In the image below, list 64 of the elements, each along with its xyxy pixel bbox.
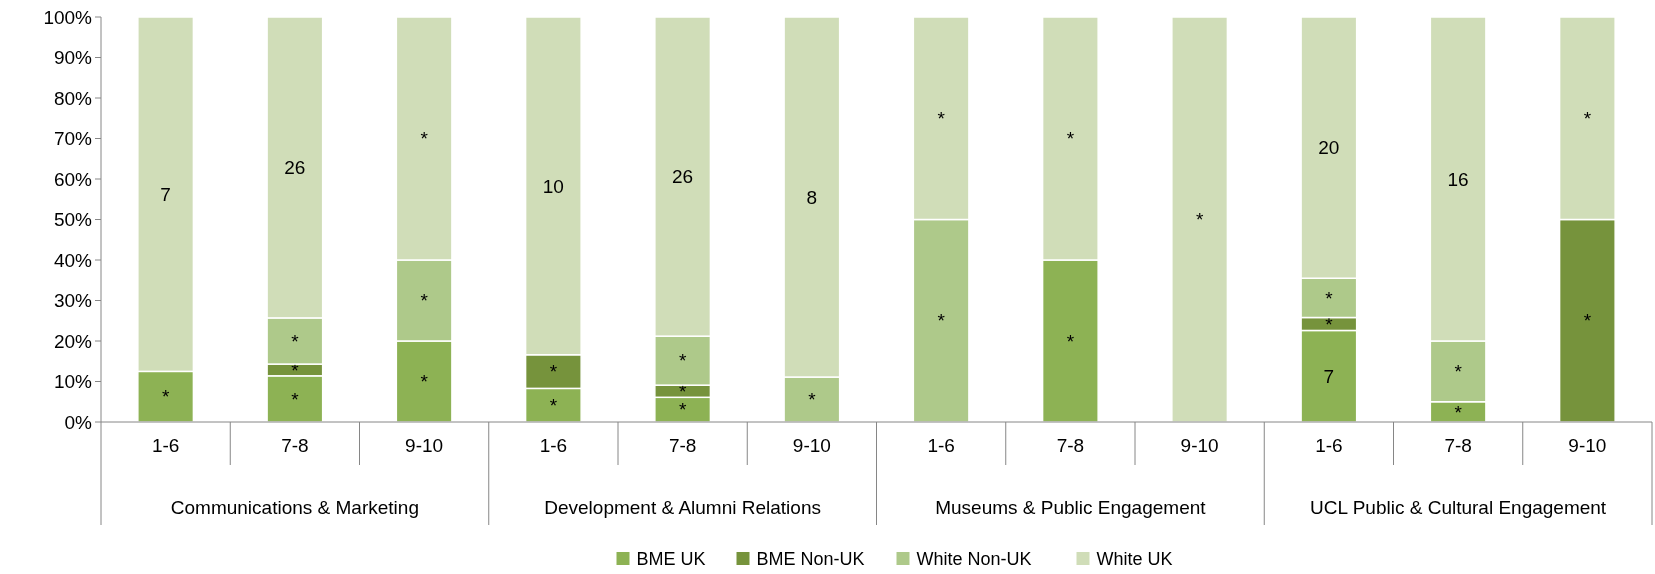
data-label: *: [1325, 287, 1334, 309]
annotation: 20: [1318, 137, 1340, 159]
text: Communications & Marketing: [170, 497, 419, 518]
annotation: 7: [1323, 365, 1335, 387]
y-tick-label: 30%: [53, 290, 93, 312]
data-label: *: [937, 310, 946, 332]
y-tick-label: 20%: [53, 330, 93, 352]
data-label: *: [678, 350, 687, 372]
x-tick-label: 9-10: [792, 435, 831, 456]
text: UCL Public & Cultural Engagement: [1310, 497, 1607, 518]
data-label: *: [1583, 310, 1592, 332]
data-label: *: [549, 361, 558, 383]
x-tick-label: 9-10: [1180, 435, 1219, 456]
y-tick-label: 0%: [64, 411, 93, 433]
data-label: *: [291, 330, 300, 352]
legend-label: White Non-UK: [916, 549, 1032, 570]
data-label: *: [678, 380, 687, 402]
x-tick-label: 1-6: [927, 435, 955, 456]
data-label: *: [1325, 313, 1334, 335]
x-tick-label: 1-6: [1315, 435, 1343, 456]
data-label: *: [161, 386, 170, 408]
data-label: *: [420, 128, 429, 150]
y-tick-label: 50%: [53, 209, 93, 231]
legend-label: BME Non-UK: [756, 549, 865, 570]
data-label: *: [420, 371, 429, 393]
data-label: *: [1066, 128, 1075, 150]
y-tick-label: 60%: [53, 168, 93, 190]
annotation: 16: [1447, 168, 1469, 190]
data-label: *: [678, 399, 687, 421]
data-label: *: [1454, 401, 1463, 423]
annotation: 26: [672, 166, 694, 188]
legend-label: BME UK: [636, 549, 706, 570]
x-tick-label: 9-10: [1568, 435, 1607, 456]
legend-label: White UK: [1096, 549, 1173, 570]
y-tick-label: 100%: [43, 6, 93, 28]
data-label: *: [420, 290, 429, 312]
text: Museums & Public Engagement: [935, 497, 1207, 518]
data-label: *: [808, 389, 817, 411]
x-tick-label: 1-6: [151, 435, 180, 456]
x-tick-label: 7-8: [1056, 435, 1085, 456]
x-tick-label: 9-10: [405, 435, 444, 456]
data-label: *: [1583, 107, 1592, 129]
data-label: *: [549, 394, 558, 416]
y-tick-label: 70%: [53, 128, 93, 150]
y-tick-label: 10%: [53, 371, 93, 393]
annotation: 10: [542, 175, 564, 197]
data-label: *: [291, 359, 300, 381]
x-tick-label: 7-8: [668, 435, 697, 456]
x-tick-label: 1-6: [539, 435, 568, 456]
x-tick-label: 7-8: [281, 435, 309, 456]
y-tick-label: 80%: [53, 87, 93, 109]
data-label: *: [1066, 330, 1075, 352]
y-tick-label: 90%: [53, 47, 93, 69]
bar: [1171, 16, 1229, 423]
data-label: *: [291, 388, 300, 410]
data-label: *: [1195, 209, 1204, 231]
annotation: 26: [284, 157, 306, 179]
text: Development & Alumni Relations: [544, 497, 821, 518]
data-label: *: [1454, 361, 1463, 383]
y-tick-label: 40%: [53, 249, 93, 271]
data-label: *: [937, 107, 946, 129]
annotation: 8: [806, 186, 818, 208]
annotation: 7: [160, 183, 171, 205]
x-tick-label: 7-8: [1444, 435, 1472, 456]
